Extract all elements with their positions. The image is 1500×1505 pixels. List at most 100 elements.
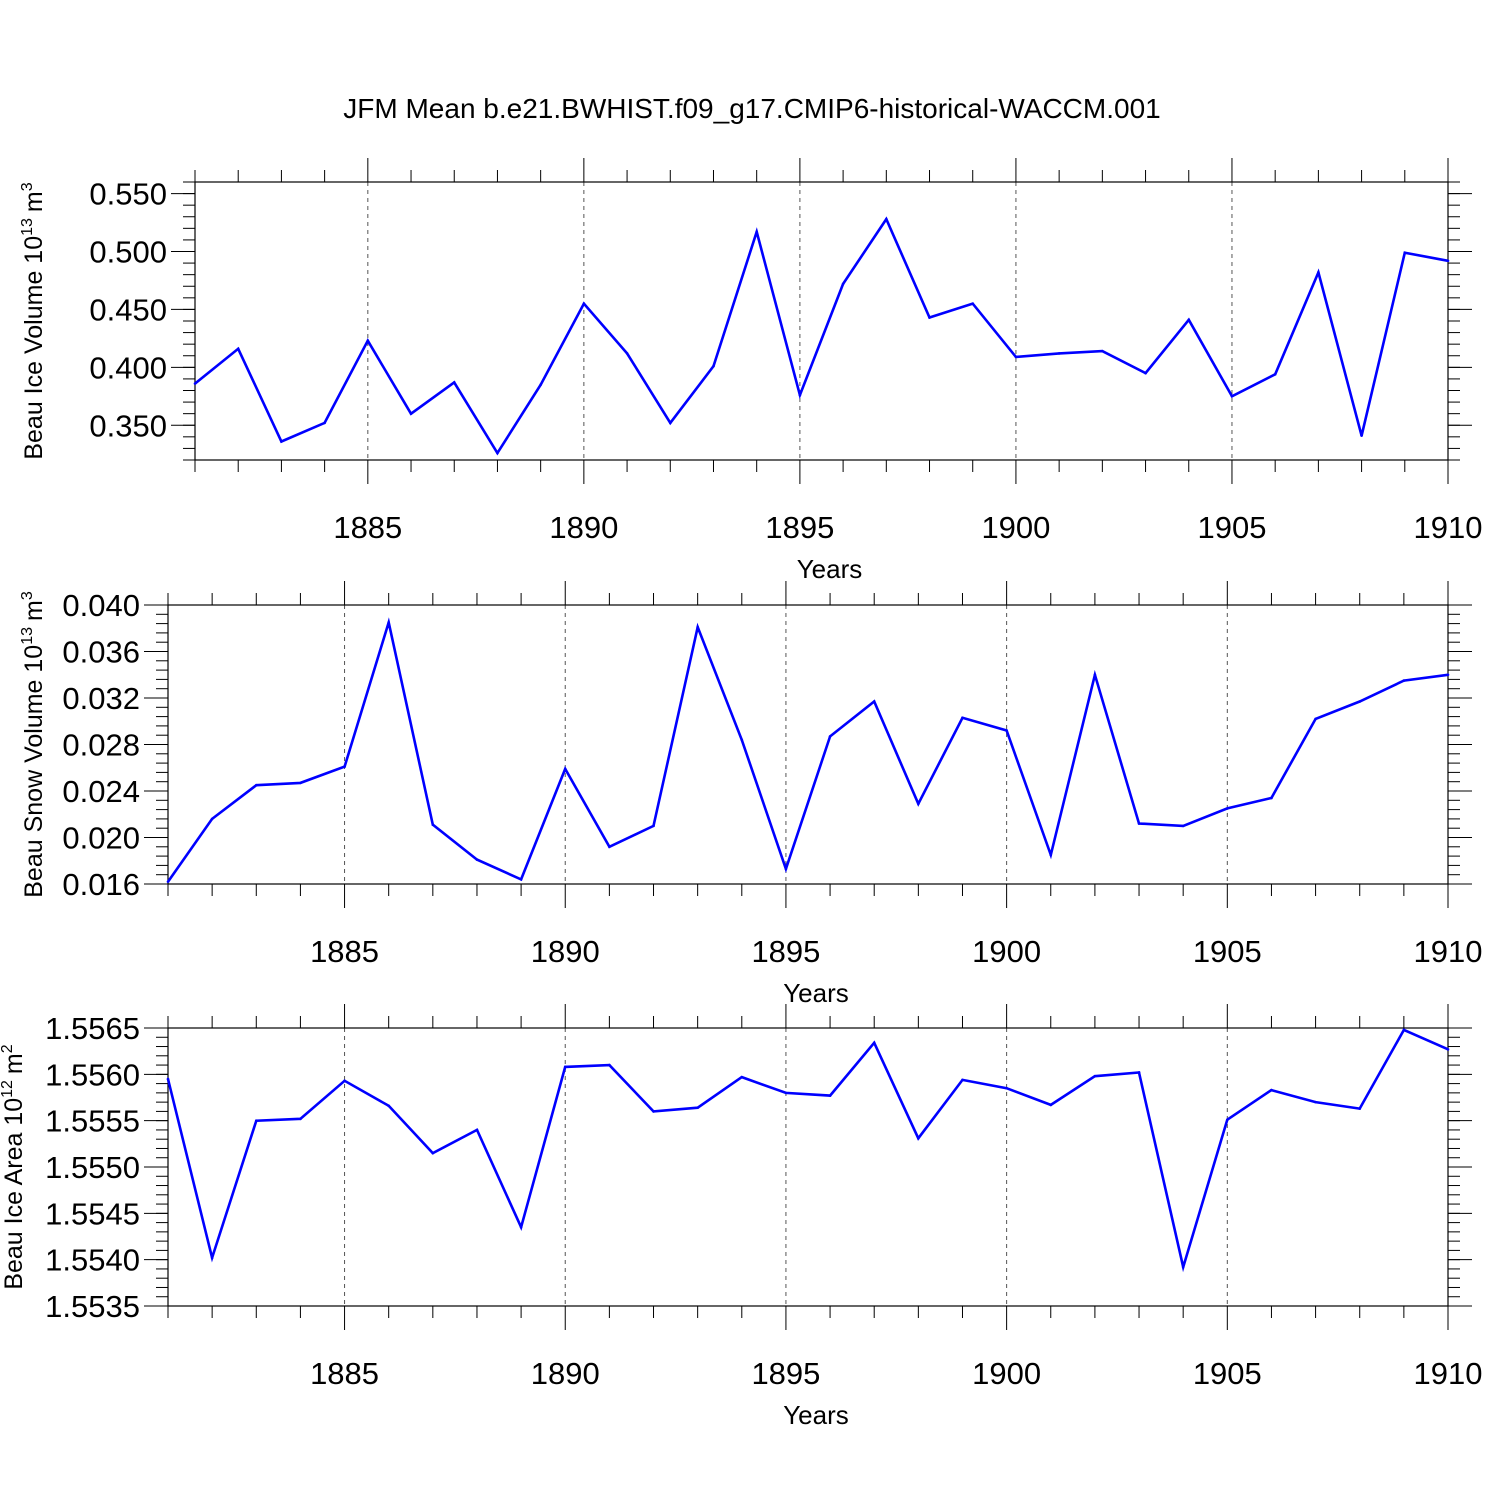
y-axis-label-unit-exponent: 3 [19, 591, 36, 600]
data-point [828, 1094, 832, 1097]
y-axis-label-main: Beau Ice Volume 10 [20, 236, 48, 460]
panel-3: 1885 1890 1895 1900 1905 1910 Years 1.5535 1.554… [0, 1004, 1482, 1430]
data-point [740, 738, 744, 742]
data-point [563, 767, 567, 771]
y-tick-label: 1.5565 [45, 1011, 140, 1046]
data-point [496, 451, 499, 455]
y-tick-label: 0.500 [89, 235, 167, 270]
data-point [519, 1225, 523, 1229]
x-tick-label: 1890 [549, 510, 618, 545]
data-point [961, 1078, 964, 1082]
plot-frame [167, 604, 1449, 885]
y-axis-label-unit: m [20, 600, 48, 621]
x-tick-label: 1900 [981, 510, 1050, 545]
data-point [1273, 372, 1277, 376]
data-point [431, 1151, 435, 1155]
x-tick-label: 1905 [1197, 510, 1266, 545]
data-point [1446, 1048, 1450, 1051]
y-axis-label: Beau Snow Volume 1013 m3 [19, 591, 48, 898]
y-tick-label: 1.5550 [45, 1150, 140, 1185]
panel-2: 1885 1890 1895 1900 1905 1910 Years 0.016 0.020 0… [19, 581, 1482, 1008]
panel-1: 1885 1890 1895 1900 1905 1910 Years 0.350 0.400 0… [19, 158, 1482, 584]
chart-title: JFM Mean b.e21.BWHIST.f09_g17.CMIP6-hist… [343, 93, 1160, 124]
data-point [1230, 394, 1234, 398]
y-axis-label-exponent: 13 [19, 218, 36, 236]
data-point [784, 1091, 788, 1095]
data-point [872, 700, 876, 703]
data-point [343, 1079, 346, 1083]
x-tick-label: 1910 [1414, 1356, 1483, 1391]
data-point [366, 339, 370, 342]
data-point [1093, 1074, 1097, 1078]
data-point [696, 1106, 699, 1109]
y-axis-label-main: Beau Snow Volume 10 [20, 645, 48, 898]
data-point [387, 621, 390, 624]
data-point [872, 1041, 876, 1045]
data-point [563, 1065, 567, 1069]
data-point [343, 765, 346, 768]
y-tick-label: 0.020 [62, 821, 140, 856]
y-tick-label: 0.350 [89, 408, 167, 443]
plot-frame [167, 1027, 1449, 1307]
data-point [798, 393, 802, 397]
y-tick-label: 1.5540 [45, 1243, 140, 1278]
data-point [885, 217, 888, 221]
data-point [608, 1063, 611, 1067]
data-point [928, 316, 931, 319]
data-point [784, 867, 788, 871]
data-point [409, 412, 413, 415]
y-tick-label: 0.028 [62, 728, 140, 763]
y-tick-label: 0.450 [89, 292, 167, 327]
data-point [1101, 349, 1104, 353]
data-point [1314, 1100, 1317, 1104]
data-point [539, 383, 542, 387]
x-tick-label: 1885 [310, 934, 379, 969]
data-point [1360, 434, 1363, 437]
y-tick-label: 1.5535 [45, 1289, 140, 1324]
x-axis-label: Years [783, 978, 849, 1008]
y-tick-label: 0.032 [62, 681, 140, 716]
y-tick-label: 0.040 [62, 588, 140, 623]
x-tick-label: 1900 [972, 934, 1041, 969]
x-tick-label: 1885 [310, 1356, 379, 1391]
x-axis-label: Years [783, 1400, 849, 1430]
y-tick-label: 0.550 [89, 177, 167, 212]
data-point [1005, 1086, 1008, 1090]
x-tick-label: 1890 [531, 934, 600, 969]
data-point [755, 230, 758, 234]
data-point [1358, 1107, 1362, 1110]
data-point [712, 364, 715, 368]
data-point [299, 781, 302, 785]
data-point [652, 1110, 655, 1113]
y-axis-label-exponent: 13 [19, 627, 36, 645]
y-axis-label: Beau Ice Area 1012 m2 [0, 1044, 28, 1289]
y-tick-label: 0.016 [62, 867, 140, 902]
data-point [519, 878, 523, 881]
series-line [166, 1028, 1449, 1273]
y-axis-label-unit: m [0, 1053, 28, 1074]
x-tick-label: 1895 [751, 934, 820, 969]
data-point [475, 1128, 479, 1132]
x-tick-label: 1895 [751, 1356, 820, 1391]
x-tick-label: 1905 [1193, 934, 1262, 969]
x-tick-label: 1910 [1414, 510, 1483, 545]
data-point [961, 716, 964, 720]
y-axis-label-exponent: 12 [0, 1080, 16, 1098]
data-point [1314, 717, 1317, 721]
data-point [1187, 318, 1191, 322]
data-point [236, 347, 240, 351]
y-axis-label-unit-exponent: 3 [19, 182, 36, 191]
data-point [1270, 796, 1273, 800]
data-point [668, 421, 672, 425]
data-point [387, 1104, 390, 1108]
x-tick-label: 1905 [1193, 1356, 1262, 1391]
data-point [1049, 1103, 1053, 1107]
y-tick-label: 0.036 [62, 635, 140, 670]
data-point [210, 1256, 214, 1260]
data-point [696, 625, 699, 629]
data-point [1403, 251, 1407, 254]
series-line [194, 216, 1449, 456]
data-point [1226, 1118, 1229, 1122]
y-axis-label-main: Beau Ice Area 10 [0, 1098, 28, 1290]
y-tick-label: 0.400 [89, 350, 167, 385]
